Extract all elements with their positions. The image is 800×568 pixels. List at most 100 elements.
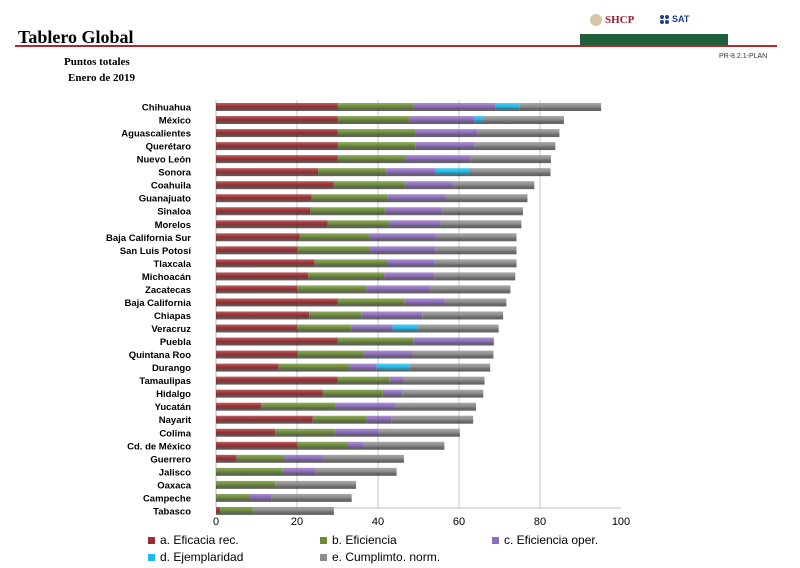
bar-segment	[413, 337, 494, 346]
bar-segment	[216, 441, 297, 450]
bar-segment	[369, 246, 436, 255]
legend-item: d. Ejemplaridad	[148, 550, 243, 564]
bar-segment	[384, 272, 435, 281]
bar-segment	[474, 116, 483, 125]
bar-segment	[216, 493, 251, 502]
bar-segment	[318, 168, 387, 177]
category-label: Morelos	[155, 220, 191, 231]
bar-segment	[297, 350, 364, 359]
bar-segment	[216, 285, 297, 294]
category-label: Hidalgo	[156, 389, 191, 400]
category-label: México	[159, 116, 191, 127]
bar-segment	[216, 116, 338, 125]
bar-segment	[474, 142, 556, 151]
bar-segment	[391, 415, 474, 424]
bar-segment	[333, 181, 405, 190]
bar-segment	[216, 246, 298, 255]
page-title: Tablero Global	[18, 27, 134, 47]
bar-segment	[216, 376, 338, 385]
x-tick-label: 100	[612, 516, 630, 528]
legend-label: c. Eficiencia oper.	[504, 533, 599, 547]
bar-segment	[275, 480, 357, 489]
category-label: Jalisco	[159, 467, 191, 478]
category-label: Nayarit	[159, 415, 192, 426]
bar-segment	[271, 493, 352, 502]
category-label: Chihuahua	[142, 103, 192, 114]
bar-segment	[216, 142, 338, 151]
bar-segment	[366, 415, 392, 424]
bar-segment	[216, 168, 319, 177]
bar-segment	[404, 181, 454, 190]
bar-segment	[453, 181, 535, 190]
category-label: Puebla	[160, 337, 192, 348]
bar-segment	[216, 480, 276, 489]
bar-segment	[444, 298, 507, 307]
bar-segment	[216, 155, 338, 164]
bar-segment	[413, 103, 496, 111]
category-label: Campeche	[143, 493, 191, 504]
chart-subtitle: Enero de 2019	[68, 72, 136, 84]
bar-segment	[297, 246, 370, 255]
bar-segment	[327, 220, 389, 229]
bar-segment	[363, 350, 413, 359]
legend-item: c. Eficiencia oper.	[492, 533, 598, 547]
bar-segment	[275, 428, 335, 437]
category-label: Colima	[159, 428, 191, 439]
bar-segment	[311, 194, 388, 203]
bar-segment	[310, 207, 385, 216]
x-tick-label: 60	[453, 516, 465, 528]
bar-segment	[216, 337, 338, 346]
bar-segment	[216, 194, 312, 203]
bar-segment	[415, 142, 475, 151]
bar-segment	[446, 194, 528, 203]
bar-segment	[216, 103, 338, 111]
bar-segment	[405, 155, 471, 164]
bar-segment	[216, 350, 298, 359]
category-label: Tabasco	[153, 506, 191, 517]
bar-segment	[337, 142, 416, 151]
bar-segment	[297, 324, 352, 333]
category-label: Sonora	[158, 168, 191, 179]
category-label: Aguascalientes	[121, 129, 191, 140]
legend-swatch	[492, 536, 499, 544]
x-tick-label: 80	[534, 516, 546, 528]
bar-segment	[415, 129, 478, 138]
bar-segment	[387, 194, 447, 203]
chart-title: Puntos totales	[64, 56, 130, 68]
bar-segment	[216, 207, 311, 216]
bar-segment	[369, 233, 436, 242]
bar-segment	[337, 129, 416, 138]
legend-swatch	[148, 536, 155, 544]
bar-segment	[216, 415, 313, 424]
category-label: Durango	[152, 363, 191, 374]
bar-segment	[403, 376, 485, 385]
category-label: Cd. de México	[127, 441, 191, 452]
bar-segment	[216, 324, 297, 333]
category-label: Chiapas	[154, 311, 191, 322]
legend-swatch	[320, 553, 327, 561]
category-label: Coahuila	[151, 181, 192, 192]
shcp-seal-icon	[590, 14, 602, 26]
bar-segment	[441, 207, 523, 216]
bar-segment	[216, 389, 323, 398]
bar-segment	[429, 285, 511, 294]
bar-segment	[322, 389, 383, 398]
bar-segment	[236, 454, 285, 463]
bar-segment	[348, 441, 364, 450]
bar-segment	[395, 402, 477, 411]
bar-segment	[469, 168, 551, 177]
bar-segment	[482, 116, 564, 125]
bar-segment	[361, 311, 423, 320]
category-label: Yucatán	[155, 402, 192, 413]
bar-segment	[282, 467, 316, 476]
bar-segment	[435, 246, 517, 255]
category-label: Oaxaca	[157, 480, 192, 491]
bar-segment	[216, 298, 338, 307]
bar-segment	[314, 259, 387, 268]
bar-segment	[337, 376, 390, 385]
bar-segment	[392, 324, 419, 333]
bar-segment	[386, 168, 436, 177]
bar-segment	[216, 272, 309, 281]
bar-segment	[315, 467, 397, 476]
